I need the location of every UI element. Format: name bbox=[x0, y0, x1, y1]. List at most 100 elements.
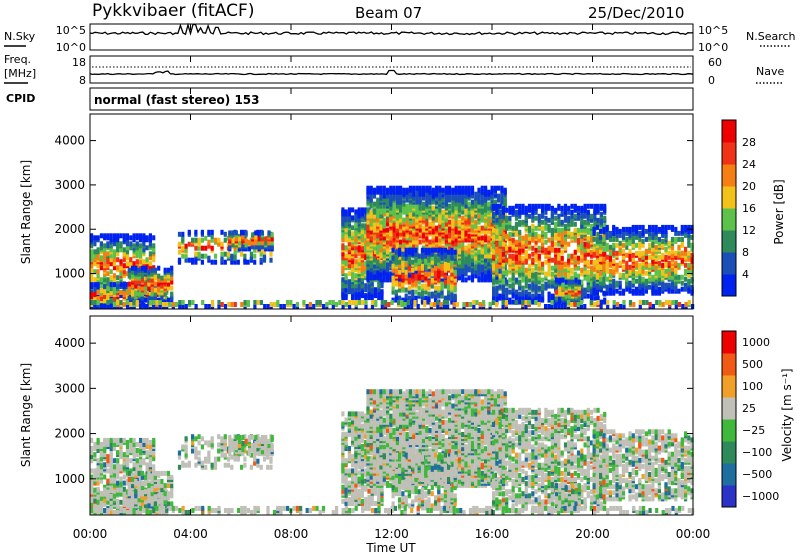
heatmap-cell bbox=[428, 195, 432, 201]
heatmap-cell bbox=[484, 195, 488, 201]
heatmap-cell bbox=[641, 228, 645, 234]
heatmap-cell bbox=[434, 297, 438, 303]
heatmap-cell bbox=[412, 185, 416, 191]
heatmap-cell bbox=[181, 300, 185, 305]
heatmap-cell bbox=[677, 262, 681, 268]
heatmap-cell bbox=[615, 226, 619, 232]
heatmap-cell bbox=[99, 255, 103, 261]
heatmap-cell bbox=[625, 286, 629, 292]
heatmap-cell bbox=[612, 224, 616, 230]
heatmap-cell bbox=[251, 232, 255, 238]
heatmap-cell bbox=[109, 282, 113, 288]
heatmap-cell bbox=[236, 259, 240, 265]
heatmap-cell bbox=[401, 251, 405, 257]
heatmap-cell bbox=[103, 304, 107, 309]
heatmap-cell bbox=[415, 231, 419, 237]
heatmap-cell bbox=[377, 279, 381, 285]
heatmap-cell bbox=[563, 245, 568, 251]
heatmap-cell bbox=[109, 279, 113, 285]
heatmap-cell bbox=[236, 233, 240, 239]
heatmap-cell bbox=[690, 252, 694, 258]
heatmap-cell bbox=[364, 283, 368, 289]
heatmap-cell bbox=[170, 265, 174, 271]
heatmap-cell bbox=[495, 279, 499, 285]
heatmap-cell bbox=[547, 245, 551, 251]
heatmap-cell bbox=[667, 250, 671, 256]
heatmap-cell bbox=[217, 237, 221, 243]
heatmap-cell bbox=[625, 236, 629, 242]
heatmap-cell bbox=[116, 265, 120, 271]
heatmap-cell bbox=[103, 284, 107, 290]
heatmap-cell bbox=[470, 261, 475, 267]
heatmap-cell bbox=[382, 269, 386, 275]
heatmap-cell bbox=[605, 230, 609, 236]
heatmap-cell bbox=[351, 263, 355, 269]
heatmap-cell bbox=[415, 189, 419, 195]
heatmap-cell bbox=[498, 293, 502, 299]
heatmap-cell bbox=[628, 264, 632, 270]
heatmap-cell bbox=[438, 241, 442, 247]
heatmap-cell bbox=[254, 244, 258, 250]
heatmap-cell bbox=[414, 273, 418, 279]
heatmap-cell bbox=[547, 203, 551, 209]
heatmap-cell bbox=[612, 258, 616, 264]
heatmap-cell bbox=[109, 286, 113, 292]
heatmap-cell bbox=[448, 219, 452, 225]
heatmap-cell bbox=[576, 273, 581, 279]
heatmap-cell bbox=[394, 259, 398, 265]
noise-right-tick-top: 10^5 bbox=[698, 24, 728, 37]
heatmap-cell bbox=[106, 241, 110, 247]
heatmap-cell bbox=[152, 247, 156, 253]
heatmap-cell bbox=[612, 282, 616, 288]
heatmap-cell bbox=[592, 280, 596, 286]
heatmap-cell bbox=[354, 259, 358, 265]
heatmap-cell bbox=[351, 295, 355, 301]
heatmap-cell bbox=[451, 207, 455, 213]
heatmap-cell bbox=[414, 251, 418, 257]
heatmap-cell bbox=[96, 287, 100, 293]
heatmap-cell bbox=[454, 209, 458, 215]
heatmap-cell bbox=[425, 235, 429, 241]
heatmap-cell bbox=[344, 223, 348, 229]
heatmap-cell bbox=[90, 233, 94, 239]
heatmap-cell bbox=[524, 205, 528, 211]
heatmap-cell bbox=[444, 197, 448, 203]
heatmap-cell bbox=[427, 299, 431, 305]
heatmap-cell bbox=[103, 251, 107, 257]
heatmap-cell bbox=[377, 287, 381, 293]
heatmap-cell bbox=[674, 266, 678, 272]
heatmap-cell bbox=[448, 203, 452, 209]
heatmap-cell bbox=[420, 247, 425, 253]
heatmap-cell bbox=[644, 236, 648, 242]
heatmap-cell bbox=[428, 185, 432, 191]
heatmap-cell bbox=[576, 215, 581, 221]
heatmap-cell bbox=[441, 197, 445, 203]
heatmap-cell bbox=[583, 275, 587, 281]
heatmap-cell bbox=[93, 249, 97, 255]
heatmap-cell bbox=[531, 235, 535, 241]
heatmap-cell bbox=[366, 185, 370, 191]
heatmap-cell bbox=[590, 293, 594, 299]
heatmap-cell bbox=[567, 257, 571, 263]
heatmap-cell bbox=[467, 213, 471, 219]
heatmap-cell bbox=[357, 291, 361, 297]
heatmap-cell bbox=[103, 233, 107, 239]
heatmap-cell bbox=[407, 295, 411, 301]
heatmap-cell bbox=[251, 240, 255, 246]
heatmap-cell bbox=[364, 239, 368, 245]
heatmap-cell bbox=[480, 239, 484, 245]
heatmap-cell bbox=[495, 285, 499, 291]
heatmap-cell bbox=[369, 229, 373, 235]
heatmap-cell bbox=[369, 209, 373, 215]
heatmap-cell bbox=[480, 235, 484, 241]
heatmap-cell bbox=[544, 281, 548, 287]
heatmap-cell bbox=[554, 289, 558, 295]
heatmap-cell bbox=[484, 203, 488, 209]
heatmap-cell bbox=[537, 293, 541, 299]
heatmap-cell bbox=[583, 259, 587, 265]
heatmap-cell bbox=[379, 239, 383, 245]
heatmap-cell bbox=[514, 215, 519, 221]
heatmap-cell bbox=[264, 240, 268, 246]
heatmap-cell bbox=[257, 240, 261, 246]
heatmap-cell bbox=[347, 207, 351, 213]
